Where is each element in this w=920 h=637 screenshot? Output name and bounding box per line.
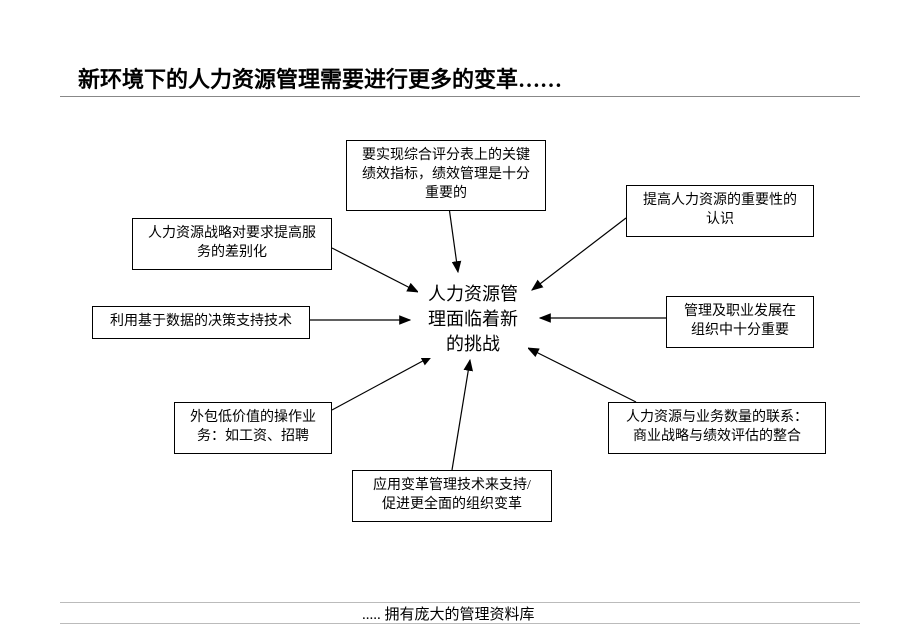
node-line: 务：如工资、招聘 (185, 428, 321, 447)
node-line: 利用基于数据的决策支持技术 (103, 313, 299, 332)
node-line: 应用变革管理技术来支持/ (363, 477, 541, 496)
diagram-node: 提高人力资源的重要性的认识 (626, 185, 814, 237)
arrow-edge (528, 348, 636, 402)
footer-line-2 (60, 623, 860, 624)
node-line: 组织中十分重要 (677, 322, 803, 341)
center-node-line: 的挑战 (418, 332, 528, 357)
node-line: 要实现综合评分表上的关键 (357, 147, 535, 166)
diagram-node: 外包低价值的操作业务：如工资、招聘 (174, 402, 332, 454)
node-line: 重要的 (357, 185, 535, 204)
node-line: 人力资源与业务数量的联系： (619, 409, 815, 428)
node-line: 促进更全面的组织变革 (363, 496, 541, 515)
node-line: 人力资源战略对要求提高服 (143, 225, 321, 244)
node-line: 绩效指标，绩效管理是十分 (357, 166, 535, 185)
arrow-edge (332, 356, 432, 410)
node-line: 提高人力资源的重要性的 (637, 192, 803, 211)
arrow-edge (532, 218, 626, 290)
arrow-edge (332, 248, 418, 292)
center-node-line: 理面临着新 (418, 307, 528, 332)
center-node: 人力资源管理面临着新的挑战 (418, 282, 528, 358)
diagram-node: 要实现综合评分表上的关键绩效指标，绩效管理是十分重要的 (346, 140, 546, 211)
diagram-node: 管理及职业发展在组织中十分重要 (666, 296, 814, 348)
node-line: 外包低价值的操作业 (185, 409, 321, 428)
node-line: 管理及职业发展在 (677, 303, 803, 322)
center-node-line: 人力资源管 (418, 282, 528, 307)
diagram-node: 利用基于数据的决策支持技术 (92, 306, 310, 339)
top-divider (60, 96, 860, 97)
footer-text: ..... 拥有庞大的管理资料库 (362, 603, 535, 624)
arrow-edge (452, 360, 470, 470)
arrow-edge (448, 200, 458, 272)
diagram-node: 人力资源与业务数量的联系：商业战略与绩效评估的整合 (608, 402, 826, 454)
diagram-node: 应用变革管理技术来支持/促进更全面的组织变革 (352, 470, 552, 522)
diagram-node: 人力资源战略对要求提高服务的差别化 (132, 218, 332, 270)
node-line: 商业战略与绩效评估的整合 (619, 428, 815, 447)
page-title: 新环境下的人力资源管理需要进行更多的变革…… (78, 62, 562, 94)
node-line: 务的差别化 (143, 244, 321, 263)
node-line: 认识 (637, 211, 803, 230)
